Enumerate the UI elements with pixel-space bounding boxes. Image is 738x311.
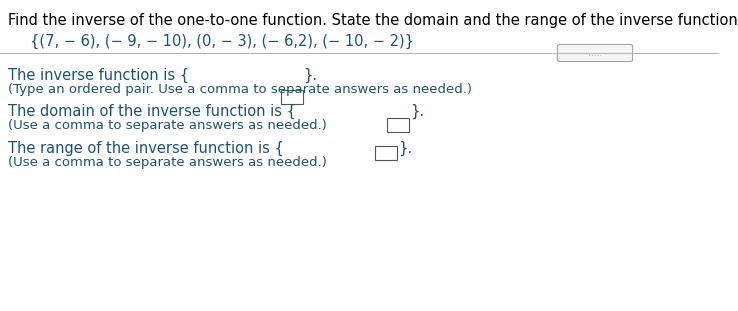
Text: {(7, − 6), (− 9, − 10), (0, − 3), (− 6,2), (− 10, − 2)}: {(7, − 6), (− 9, − 10), (0, − 3), (− 6,2… <box>30 34 414 49</box>
FancyBboxPatch shape <box>557 44 632 62</box>
Text: The domain of the inverse function is {: The domain of the inverse function is { <box>8 104 296 119</box>
Text: }.: }. <box>399 141 413 156</box>
FancyBboxPatch shape <box>280 90 303 104</box>
Text: }.: }. <box>410 104 424 119</box>
Text: (Use a comma to separate answers as needed.): (Use a comma to separate answers as need… <box>8 156 327 169</box>
FancyBboxPatch shape <box>376 146 397 160</box>
Text: }.: }. <box>303 68 317 83</box>
Text: .....: ..... <box>587 49 602 58</box>
Text: (Type an ordered pair. Use a comma to separate answers as needed.): (Type an ordered pair. Use a comma to se… <box>8 83 472 96</box>
Text: The range of the inverse function is {: The range of the inverse function is { <box>8 141 284 156</box>
Text: The inverse function is {: The inverse function is { <box>8 68 189 83</box>
Text: (Use a comma to separate answers as needed.): (Use a comma to separate answers as need… <box>8 119 327 132</box>
Text: Find the inverse of the one-to-one function. State the domain and the range of t: Find the inverse of the one-to-one funct… <box>8 13 738 28</box>
FancyBboxPatch shape <box>387 118 410 132</box>
